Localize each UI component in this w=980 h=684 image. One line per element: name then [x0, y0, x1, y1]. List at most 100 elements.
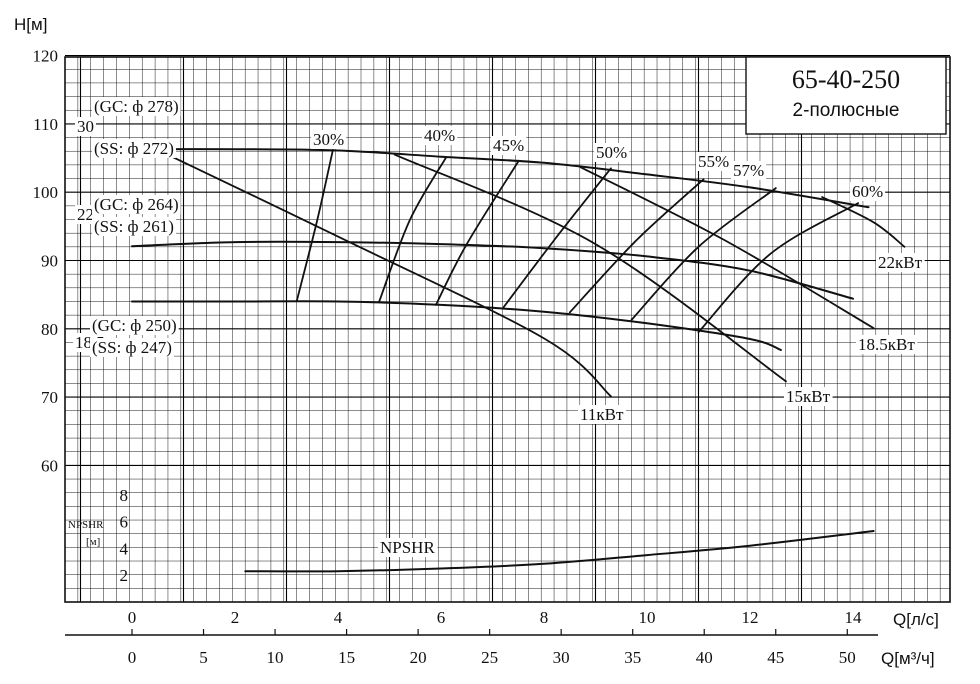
x2-tick-label: 45: [767, 648, 784, 667]
efficiency-curve: [435, 160, 520, 306]
impeller-kw-label: 22: [75, 205, 96, 224]
y-tick-label: 70: [41, 388, 58, 407]
x-tick-label: 12: [742, 608, 759, 627]
efficiency-label: 40%: [422, 126, 458, 145]
head-curve: [131, 148, 870, 209]
npsh-axis-unit: [м]: [86, 536, 100, 548]
efficiency-label-text: 40%: [424, 126, 455, 145]
impeller-gc-label: (GC: ф 278): [92, 97, 181, 116]
efficiency-label: 50%: [594, 143, 630, 162]
x2-tick-label: 5: [199, 648, 208, 667]
impeller-ss-label-bg: [90, 338, 174, 357]
impeller-ss-label-bg: [92, 217, 176, 236]
x-tick-label: 2: [231, 608, 240, 627]
x2-tick-label: 0: [128, 648, 137, 667]
chart-curves: [131, 148, 906, 573]
x2-tick-label: 50: [839, 648, 856, 667]
y-tick-label: 60: [41, 456, 58, 475]
efficiency-label: 57%: [731, 161, 767, 180]
power-label-text: 22кВт: [878, 253, 923, 272]
efficiency-label-text: 55%: [698, 152, 729, 171]
efficiency-label: 30%: [311, 130, 347, 149]
x2-tick-label: 15: [338, 648, 355, 667]
y-tick-label: 110: [33, 115, 58, 134]
power-label: 22кВт: [876, 253, 925, 272]
y-tick-label: 80: [41, 320, 58, 339]
efficiency-curve: [630, 187, 777, 321]
x2-tick-label: 35: [624, 648, 641, 667]
x-tick-label: 8: [540, 608, 549, 627]
power-label-text: 15кВт: [786, 387, 831, 406]
power-label-bg: [876, 253, 925, 272]
impeller-ss-label-text: (SS: ф 261): [94, 217, 174, 236]
npsh-tick-label: 4: [120, 539, 129, 558]
impeller-ss-label-bg: [92, 139, 176, 158]
impeller-gc-label-text: (GC: ф 278): [94, 97, 179, 116]
plot-frame: [64, 56, 951, 603]
head-curve: [131, 240, 854, 300]
y-axis-label: H[м]: [14, 15, 47, 34]
efficiency-label-bg: [311, 130, 347, 149]
y-tick-label: 90: [41, 252, 58, 271]
power-label: 15кВт: [784, 387, 833, 406]
power-curve: [156, 149, 612, 398]
impeller-ss-label-text: (SS: ф 272): [94, 139, 174, 158]
npshr-curve: [244, 530, 875, 573]
impeller-ss-label: (SS: ф 261): [92, 217, 176, 236]
npsh-tick-label: 2: [120, 566, 129, 585]
power-label-bg: [856, 335, 918, 354]
impeller-kw-label-bg: [75, 205, 96, 224]
efficiency-label-text: 60%: [852, 182, 883, 201]
x-tick-label: 14: [845, 608, 863, 627]
power-label-text: 18.5кВт: [858, 335, 915, 354]
npsh-axis-label: NPSHR: [68, 519, 104, 531]
impeller-gc-label-bg: [92, 195, 181, 214]
y-tick-label: 100: [33, 183, 59, 202]
x2-tick-label: 10: [267, 648, 284, 667]
npsh-tick-label: 6: [120, 513, 129, 532]
power-label: 11кВт: [578, 405, 626, 424]
npshr-label-text: NPSHR: [380, 538, 435, 557]
efficiency-label-bg: [594, 143, 630, 162]
x-tick-label: 6: [437, 608, 446, 627]
efficiency-label-text: 50%: [596, 143, 627, 162]
impeller-ss-label: (SS: ф 272): [92, 139, 176, 158]
x-tick-label: 10: [639, 608, 656, 627]
impeller-gc-label-bg: [92, 97, 181, 116]
x2-tick-label: 20: [410, 648, 427, 667]
efficiency-curve: [697, 202, 859, 334]
impeller-kw-label: 30: [75, 117, 96, 136]
x2-tick-label: 25: [481, 648, 498, 667]
impeller-ss-label-text: (SS: ф 247): [92, 338, 172, 357]
power-label: 18.5кВт: [856, 335, 918, 354]
x2-tick-label: 30: [553, 648, 570, 667]
power-curve: [393, 153, 787, 383]
title-box: 65-40-250 2-полюсные: [745, 56, 947, 135]
efficiency-label-text: 57%: [733, 161, 764, 180]
power-label-text: 11кВт: [580, 405, 624, 424]
x2-tick-label: 40: [696, 648, 713, 667]
efficiency-curve: [501, 167, 612, 310]
impeller-gc-label-text: (GC: ф 250): [92, 316, 177, 335]
chart-subtitle: 2-полюсные: [793, 100, 900, 121]
npsh-tick-label: 8: [120, 486, 129, 505]
x-axis-label: Q[л/с]: [893, 610, 939, 629]
power-label-bg: [578, 405, 626, 424]
impeller-ss-label: (SS: ф 247): [90, 338, 174, 357]
impeller-gc-label-bg: [90, 316, 179, 335]
efficiency-curve: [295, 149, 334, 302]
impeller-gc-label: (GC: ф 250): [90, 316, 179, 335]
efficiency-label: 60%: [850, 182, 886, 201]
efficiency-label-bg: [491, 136, 527, 155]
x2-axis-label: Q[м³/ч]: [881, 649, 935, 668]
power-curve: [579, 166, 875, 329]
impeller-gc-label-text: (GC: ф 264): [94, 195, 179, 214]
impeller-gc-label: (GC: ф 264): [92, 195, 181, 214]
power-curve: [821, 196, 906, 248]
efficiency-label-text: 45%: [493, 136, 524, 155]
efficiency-curve: [568, 178, 705, 314]
efficiency-label-bg: [422, 126, 458, 145]
efficiency-label-bg: [850, 182, 886, 201]
